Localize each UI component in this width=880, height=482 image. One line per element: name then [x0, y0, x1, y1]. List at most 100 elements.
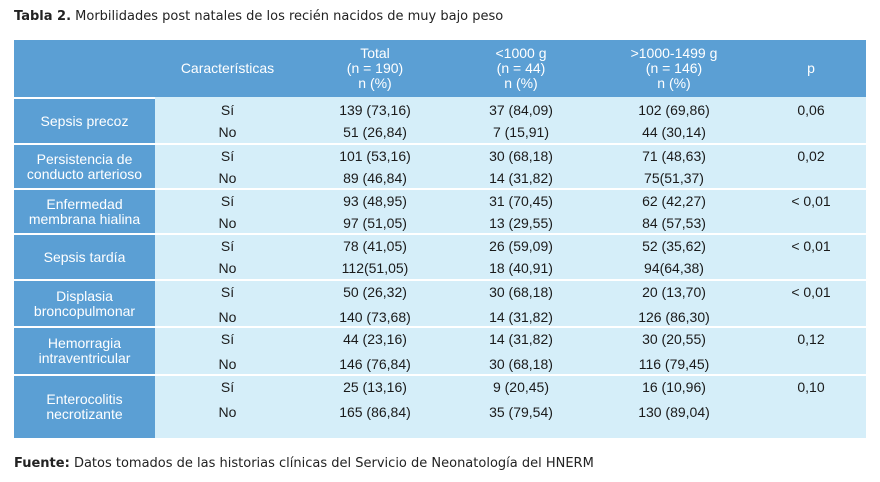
cell-total: 165 (86,84) — [339, 404, 411, 420]
cell-p-value: < 0,01 — [791, 284, 831, 300]
cell-p-value: < 0,01 — [791, 193, 831, 209]
cell-gt1000: 30 (20,55) — [642, 331, 706, 347]
morbidity-table: Características Total (n = 190) n (%) <1… — [14, 40, 866, 438]
cell-gt1000: 130 (89,04) — [638, 404, 710, 420]
header-total: Total (n = 190) n (%) — [300, 40, 450, 97]
cell-total: 139 (73,16) — [339, 102, 411, 118]
cell-total: 93 (48,95) — [343, 193, 407, 209]
cell-total: 78 (41,05) — [343, 238, 407, 254]
cell-char: No — [218, 215, 237, 231]
cell-p-value: 0,02 — [797, 148, 825, 164]
header-gt1000-line3: n (%) — [657, 75, 691, 91]
cell-lt1000: 13 (29,55) — [489, 215, 553, 231]
cell-p-value: 0,12 — [797, 331, 825, 347]
header-lt1000: <1000 g (n = 44) n (%) — [450, 40, 592, 97]
cell-lt1000: 31 (70,45) — [489, 193, 553, 209]
cell-lt1000: 14 (31,82) — [489, 331, 553, 347]
header-p-label: p — [807, 60, 815, 76]
cell-lt1000: 9 (20,45) — [492, 379, 550, 395]
row-label: Enfermedad membrana hialina — [14, 188, 155, 233]
group-separator — [155, 279, 866, 281]
cell-char: No — [218, 124, 237, 140]
cell-gt1000: 94(64,38) — [644, 260, 704, 276]
cell-lt1000: 18 (40,91) — [489, 260, 553, 276]
cell-char: Sí — [220, 148, 235, 164]
cell-gt1000: 102 (69,86) — [638, 102, 710, 118]
cell-lt1000: 14 (31,82) — [489, 309, 553, 325]
row-label: Enterocolitis necrotizante — [14, 374, 155, 438]
header-gt1000-line2: (n = 146) — [645, 60, 703, 76]
cell-char: Sí — [220, 331, 235, 347]
row-label: Sepsis precoz — [14, 97, 155, 143]
cell-total: 51 (26,84) — [343, 124, 407, 140]
cell-lt1000: 30 (68,18) — [489, 356, 553, 372]
cell-total: 89 (46,84) — [343, 170, 407, 186]
cell-char: No — [218, 356, 237, 372]
cell-char: No — [218, 309, 237, 325]
cell-total: 146 (76,84) — [339, 356, 411, 372]
header-gt1000: >1000-1499 g (n = 146) n (%) — [592, 40, 756, 97]
cell-total: 140 (73,68) — [339, 309, 411, 325]
cell-char: No — [218, 170, 237, 186]
header-p: p — [756, 40, 866, 97]
cell-lt1000: 7 (15,91) — [492, 124, 550, 140]
caption-label: Tabla 2. — [14, 9, 72, 24]
table-footer: Fuente: Datos tomados de las historias c… — [14, 456, 594, 471]
cell-gt1000: 75(51,37) — [644, 170, 704, 186]
cell-char: No — [218, 404, 237, 420]
header-caracteristicas-label: Características — [180, 60, 275, 76]
caption-text: Morbilidades post natales de los recién … — [75, 9, 504, 24]
cell-gt1000: 20 (13,70) — [642, 284, 706, 300]
header-total-line2: (n = 190) — [346, 60, 404, 76]
cell-p-value: 0,10 — [797, 379, 825, 395]
cell-gt1000: 126 (86,30) — [638, 309, 710, 325]
cell-gt1000: 84 (57,53) — [642, 215, 706, 231]
cell-char: No — [218, 260, 237, 276]
header-total-line3: n (%) — [358, 75, 392, 91]
cell-lt1000: 14 (31,82) — [489, 170, 553, 186]
cell-lt1000: 35 (79,54) — [489, 404, 553, 420]
header-lt1000-line2: (n = 44) — [496, 60, 546, 76]
group-separator — [155, 374, 866, 376]
cell-total: 101 (53,16) — [339, 148, 411, 164]
cell-total: 112(51,05) — [341, 260, 409, 276]
cell-gt1000: 71 (48,63) — [642, 148, 706, 164]
cell-lt1000: 37 (84,09) — [489, 102, 553, 118]
cell-gt1000: 16 (10,96) — [642, 379, 706, 395]
cell-char: Sí — [220, 284, 235, 300]
header-lt1000-line3: n (%) — [504, 75, 538, 91]
cell-total: 97 (51,05) — [343, 215, 407, 231]
row-label: Sepsis tardía — [14, 233, 155, 279]
footer-label: Fuente: — [14, 456, 70, 471]
row-label: Persistencia de conducto arterioso — [14, 143, 155, 188]
cell-gt1000: 44 (30,14) — [642, 124, 706, 140]
cell-total: 44 (23,16) — [343, 331, 407, 347]
cell-gt1000: 52 (35,62) — [642, 238, 706, 254]
cell-lt1000: 26 (59,09) — [489, 238, 553, 254]
cell-char: Sí — [220, 193, 235, 209]
header-total-line1: Total — [360, 45, 390, 61]
table-caption: Tabla 2. Morbilidades post natales de lo… — [14, 9, 503, 24]
group-separator — [155, 326, 866, 328]
header-lt1000-line1: <1000 g — [495, 45, 547, 61]
header-gt1000-line1: >1000-1499 g — [630, 45, 718, 61]
cell-lt1000: 30 (68,18) — [489, 284, 553, 300]
footer-text: Datos tomados de las historias clínicas … — [73, 456, 594, 471]
cell-char: Sí — [220, 102, 235, 118]
cell-char: Sí — [220, 238, 235, 254]
cell-gt1000: 62 (42,27) — [642, 193, 706, 209]
cell-lt1000: 30 (68,18) — [489, 148, 553, 164]
group-separator — [155, 143, 866, 145]
cell-total: 50 (26,32) — [343, 284, 407, 300]
group-separator — [155, 188, 866, 190]
cell-total: 25 (13,16) — [343, 379, 407, 395]
table-header: Características Total (n = 190) n (%) <1… — [14, 40, 866, 97]
cell-p-value: 0,06 — [797, 102, 825, 118]
header-caracteristicas: Características — [155, 40, 300, 97]
row-label: Displasia broncopulmonar — [14, 279, 155, 326]
row-label: Hemorragia intraventricular — [14, 326, 155, 374]
cell-gt1000: 116 (79,45) — [638, 356, 710, 372]
cell-char: Sí — [220, 379, 235, 395]
cell-p-value: < 0,01 — [791, 238, 831, 254]
group-separator — [155, 233, 866, 235]
